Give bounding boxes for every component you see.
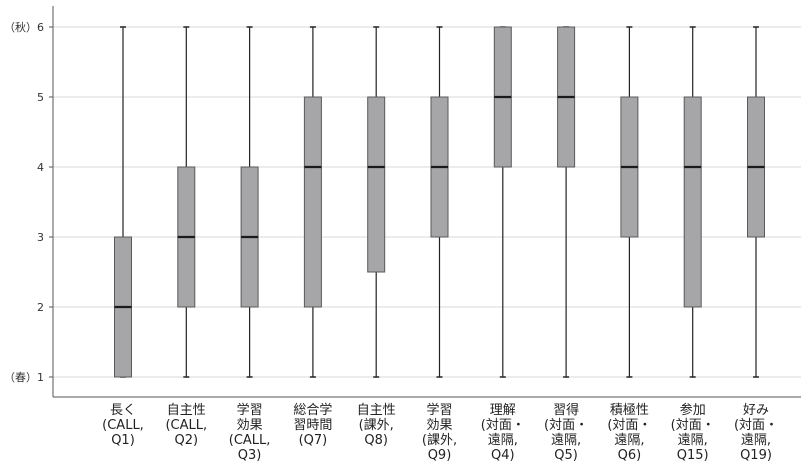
x-category-label-line: 遠隔, [614, 433, 644, 448]
x-category-label-line: (対面・ [607, 418, 651, 433]
x-category-label-line: Q19) [740, 448, 772, 463]
x-category-label-line: 習得 [553, 402, 579, 418]
y-tick-labels: （春）1 2 3 4 5 （秋）6 [4, 20, 44, 384]
x-category-label-line: (CALL, [165, 418, 207, 433]
x-category-label-line: Q9) [428, 448, 452, 463]
box-group [683, 26, 702, 378]
x-category-label-line: 好み [743, 403, 769, 418]
x-category-label: 積極性(対面・遠隔, Q6) [607, 402, 651, 463]
x-category-label-line: 総合学 [293, 402, 332, 418]
x-category-label-line: Q8) [364, 433, 388, 448]
x-category-label-line: (CALL, [229, 433, 271, 448]
x-category-label-line: Q4) [491, 448, 515, 463]
x-category-label: 総合学習時間(Q7) [293, 402, 332, 448]
x-category-label: 参加(対面・遠隔, Q15) [671, 402, 715, 463]
x-category-label-line: 学習 [426, 402, 452, 418]
x-category-label-line: (CALL, [102, 418, 144, 433]
y-tick-label: 4 [37, 161, 44, 174]
box-group [240, 26, 259, 378]
y-tick-label: 5 [37, 91, 44, 104]
box-group [430, 26, 449, 378]
y-tick-label: （春）1 [4, 371, 44, 384]
x-category-label: 長く(CALL, Q1) [102, 403, 144, 448]
y-tick-label: 3 [37, 231, 44, 244]
x-category-label-line: 自主性 [167, 403, 206, 418]
x-category-label-line: 効果 [426, 418, 452, 433]
x-category-label: 学習効果(課外, Q9) [422, 402, 457, 463]
x-category-label: 好み(対面・遠隔, Q19) [734, 403, 778, 463]
y-tick-label: （秋）6 [4, 20, 44, 34]
box-group [747, 26, 765, 378]
x-category-label-line: 自主性 [357, 403, 396, 418]
x-category-label-line: 積極性 [610, 402, 649, 418]
box-group [367, 26, 386, 378]
box-group [177, 26, 196, 378]
x-category-label: 自主性(CALL, Q2) [165, 403, 207, 448]
x-category-label-line: 遠隔, [678, 433, 708, 448]
x-category-label-line: 参加 [680, 402, 706, 418]
x-category-label-line: 効果 [237, 418, 263, 433]
x-category-label-line: 遠隔, [741, 433, 771, 448]
boxes [114, 26, 765, 378]
x-category-label-line: 学習 [237, 402, 263, 418]
box-group [114, 26, 132, 378]
x-category-label-line: (課外, [359, 417, 394, 433]
x-category-label-line: (課外, [422, 432, 457, 448]
box-group [303, 26, 322, 378]
x-category-label-line: (対面・ [544, 418, 588, 433]
x-category-label-line: Q3) [238, 448, 262, 463]
axes [49, 6, 801, 398]
box-group [620, 26, 639, 378]
x-category-label: 習得(対面・遠隔, Q5) [544, 402, 588, 463]
x-category-label-line: 理解 [490, 403, 516, 418]
x-category-label: 理解(対面・遠隔, Q4) [481, 403, 525, 463]
x-category-label-line: Q5) [554, 448, 578, 463]
x-category-label-line: 遠隔, [551, 433, 581, 448]
box-group [493, 26, 512, 378]
x-category-label-line: 長く [110, 403, 136, 418]
x-category-label: 学習効果(CALL, Q3) [229, 402, 271, 463]
x-category-label-line: Q6) [618, 448, 642, 463]
x-category-label-line: (対面・ [481, 418, 525, 433]
x-category-label-line: (Q7) [299, 433, 328, 448]
x-category-label-line: 習時間 [293, 418, 332, 433]
y-tick-label: 2 [37, 301, 44, 314]
x-category-label-line: (対面・ [734, 418, 778, 433]
x-category-labels: 長く(CALL, Q1)自主性(CALL, Q2)学習効果(CALL, Q3)総合学習… [102, 402, 778, 463]
box [303, 96, 322, 308]
box [367, 96, 386, 273]
x-category-label-line: 遠隔, [488, 433, 518, 448]
x-category-label: 自主性(課外, Q8) [357, 403, 396, 448]
box [683, 96, 702, 308]
x-category-label-line: (対面・ [671, 418, 715, 433]
x-category-label-line: Q15) [677, 448, 709, 463]
x-category-label-line: Q2) [175, 433, 199, 448]
x-category-label-line: Q1) [111, 433, 135, 448]
box-group [557, 26, 576, 378]
